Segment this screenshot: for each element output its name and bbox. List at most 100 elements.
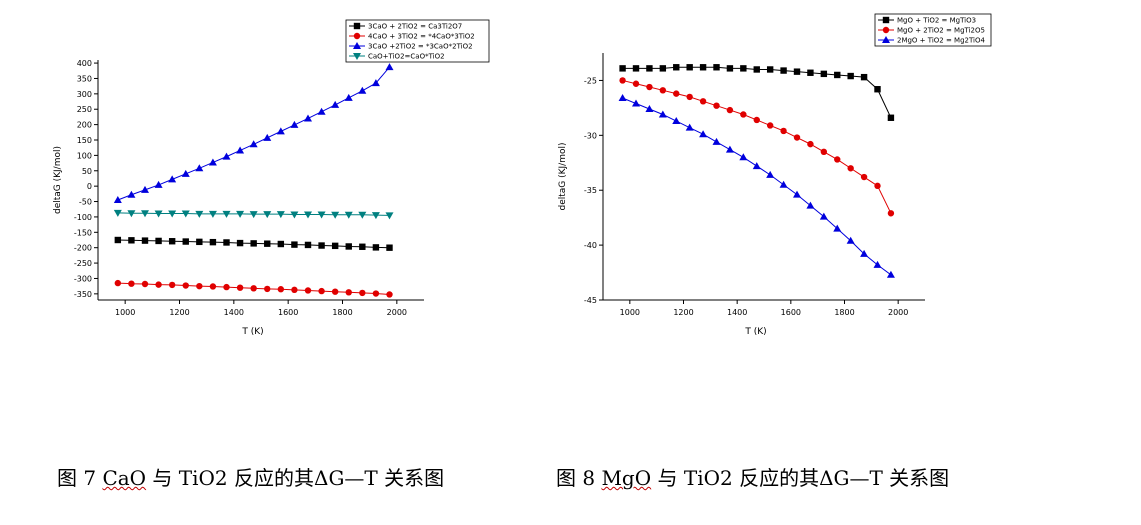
legend-swatch-marker: [882, 16, 890, 24]
data-point: [386, 244, 393, 251]
data-point: [385, 212, 394, 220]
data-point: [646, 65, 653, 72]
data-point: [740, 111, 747, 118]
data-point: [331, 100, 340, 108]
data-point: [114, 279, 122, 287]
data-point: [195, 164, 204, 172]
data-point: [619, 77, 626, 84]
y-tick-label: 350: [77, 74, 92, 83]
data-point: [358, 86, 367, 94]
x-tick-label: 1400: [727, 308, 747, 317]
data-point: [847, 165, 854, 172]
data-point: [345, 289, 352, 296]
data-point: [331, 288, 339, 295]
data-point: [276, 211, 285, 219]
caption-8-compound: MgO: [601, 466, 652, 490]
data-point: [182, 238, 189, 245]
data-point: [128, 280, 135, 287]
data-point: [168, 281, 176, 289]
series-3: [113, 63, 394, 203]
data-point: [713, 64, 720, 71]
data-point: [793, 68, 801, 75]
data-point: [249, 211, 258, 219]
caption-8-suffix: 与 TiO2 反应的其ΔG—T 关系图: [651, 466, 950, 490]
x-tick-label: 2000: [888, 308, 908, 317]
y-tick-label: 150: [77, 136, 92, 145]
series-line: [622, 79, 892, 214]
x-tick-label: 1200: [673, 308, 693, 317]
data-point: [263, 133, 272, 141]
data-point: [699, 130, 708, 138]
data-point: [766, 170, 775, 178]
caption-figure-7: 图 7 CaO 与 TiO2 反应的其ΔG—T 关系图: [57, 462, 444, 491]
data-point: [181, 210, 190, 218]
data-point: [114, 236, 122, 244]
data-point: [846, 236, 855, 244]
data-point: [372, 290, 380, 297]
data-point: [222, 152, 231, 160]
data-point: [632, 99, 641, 107]
x-tick-label: 1800: [834, 308, 854, 317]
data-point: [359, 243, 366, 250]
series-1: [619, 64, 895, 121]
data-point: [264, 240, 271, 247]
data-point: [291, 286, 298, 294]
data-point: [372, 244, 380, 251]
data-point: [344, 211, 353, 219]
series-3: [618, 94, 895, 278]
series-1: [114, 236, 393, 251]
data-point: [672, 117, 681, 125]
x-tick-label: 1600: [278, 308, 298, 317]
data-point: [168, 238, 176, 245]
data-point: [359, 289, 366, 297]
data-point: [208, 210, 217, 218]
legend-swatch-marker: [353, 42, 361, 49]
data-point: [752, 162, 761, 170]
data-point: [371, 212, 380, 220]
data-point: [128, 237, 135, 244]
data-point: [303, 114, 312, 122]
data-point: [236, 284, 244, 291]
y-tick-label: 0: [87, 182, 92, 191]
data-point: [685, 123, 694, 131]
legend-swatch-marker: [882, 26, 890, 34]
data-point: [154, 180, 163, 188]
data-point: [250, 285, 257, 292]
y-tick-label: -300: [74, 274, 92, 283]
data-point: [673, 90, 680, 97]
data-point: [140, 185, 149, 193]
data-point: [860, 73, 868, 81]
series-line: [117, 66, 390, 201]
data-point: [371, 79, 380, 87]
caption-figure-8: 图 8 MgO 与 TiO2 反应的其ΔG—T 关系图: [556, 462, 949, 491]
y-axis-label: deltaG (KJ/mol): [558, 142, 568, 210]
data-point: [686, 64, 693, 71]
data-point: [154, 210, 163, 218]
data-point: [659, 87, 667, 94]
data-point: [331, 211, 340, 219]
y-tick-label: -200: [74, 244, 92, 253]
legend-entry: MgO + TiO2 = MgTiO3: [897, 17, 976, 25]
data-point: [658, 110, 667, 118]
data-point: [209, 283, 217, 290]
data-point: [168, 175, 177, 183]
data-point: [386, 291, 393, 298]
data-point: [344, 93, 353, 101]
data-point: [834, 156, 841, 163]
data-point: [807, 140, 814, 148]
data-point: [780, 127, 787, 135]
data-point: [141, 280, 149, 288]
data-point: [847, 72, 854, 80]
data-point: [860, 249, 869, 257]
series-2: [114, 279, 393, 298]
y-axis-label: deltaG (KJ/mol): [53, 146, 63, 214]
data-point: [887, 114, 895, 121]
data-point: [645, 104, 654, 112]
data-point: [886, 270, 895, 278]
data-point: [264, 285, 271, 293]
legend-swatch-marker: [353, 22, 361, 30]
y-tick-label: -150: [74, 228, 92, 237]
data-point: [141, 237, 149, 244]
data-point: [632, 65, 640, 72]
data-point: [318, 242, 325, 249]
